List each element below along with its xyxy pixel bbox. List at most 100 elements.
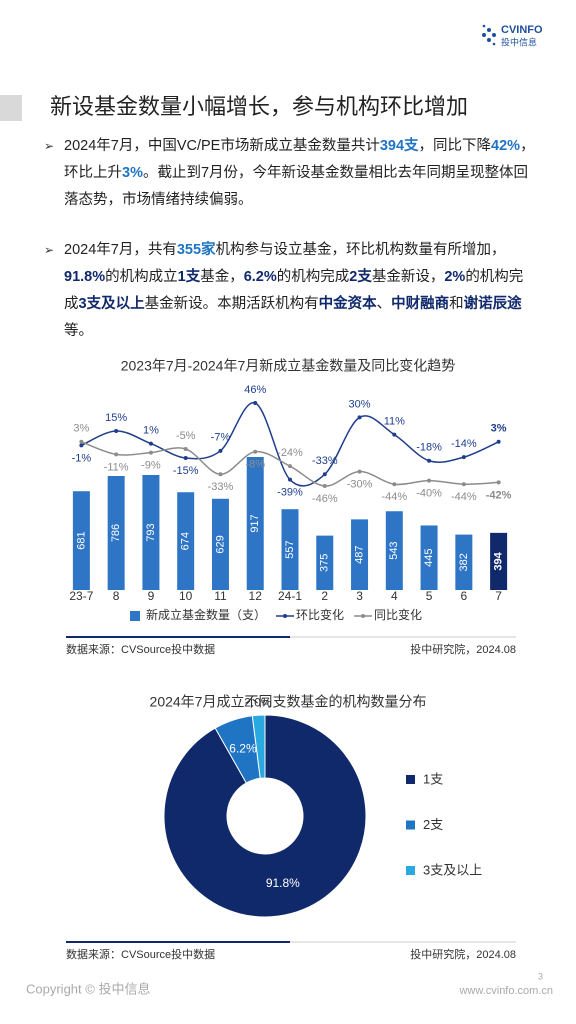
bar: [316, 535, 334, 590]
line-point: [357, 415, 362, 420]
text-segment: 的机构成立: [105, 269, 178, 285]
line-point: [357, 469, 362, 474]
x-tick-label: 11: [214, 589, 227, 603]
text-segment: 机构参与设立基金，环比机构数量有所增加，: [215, 242, 506, 258]
line-point: [322, 484, 327, 488]
legend-label: 3支及以上: [423, 862, 482, 877]
text-segment: 、: [376, 296, 392, 312]
line-point: [79, 443, 84, 448]
line-point: [183, 447, 188, 452]
text-segment: 2024年7月，中国VC/PE市场新成立基金数量共计: [64, 138, 380, 154]
line-point: [148, 441, 153, 446]
bullet-marker: ➢: [44, 243, 55, 257]
legend-swatch: [130, 611, 140, 621]
slice-label: 2.0%: [244, 695, 272, 709]
bar: [351, 519, 369, 590]
legend-swatch: [283, 614, 288, 618]
text-segment: 3支及以上: [78, 296, 145, 312]
bar: [385, 511, 403, 590]
line-label: -7%: [211, 432, 231, 444]
bar-label: 394: [493, 551, 505, 570]
legend-swatch: [406, 775, 415, 784]
line-label: -33%: [208, 481, 234, 493]
bar: [490, 532, 508, 590]
line-point: [79, 439, 84, 444]
line-label: -33%: [312, 455, 338, 467]
legend-label: 2支: [423, 817, 443, 832]
bar: [177, 492, 195, 590]
line-label: -8%: [245, 459, 265, 471]
legend-label: 1支: [423, 771, 443, 786]
text-segment: 和: [449, 296, 464, 312]
line-point: [218, 472, 223, 477]
x-tick-label: 24-1: [278, 589, 302, 603]
chart-title: 2023年7月-2024年7月新成立基金数量及同比变化趋势: [121, 358, 456, 374]
line-label: -15%: [173, 465, 199, 477]
text-segment: 2024年7月，共有: [64, 242, 177, 258]
text-segment: ，环比上升: [64, 138, 535, 181]
x-tick-label: 7: [495, 589, 502, 603]
x-tick-label: 3: [356, 589, 363, 603]
bar: [420, 525, 438, 590]
line-point: [148, 450, 153, 455]
bar-label: 786: [110, 524, 122, 542]
line-label: -14%: [451, 438, 477, 450]
x-tick-label: 9: [148, 589, 155, 603]
line-point: [183, 456, 188, 461]
legend-swatch: [361, 614, 366, 618]
line-point: [496, 439, 501, 444]
bullet: ➢ 2024年7月，中国VC/PE市场新成立基金数量共计394支，同比下降42%，…: [44, 133, 536, 214]
text-segment: 2支: [349, 269, 372, 285]
text-segment: 394支: [379, 138, 419, 154]
line-label: 3%: [73, 423, 89, 435]
line-point: [114, 428, 119, 433]
text-segment: 91.8%: [64, 269, 106, 285]
bar-label: 487: [353, 546, 365, 564]
line-point: [461, 482, 466, 487]
chart-title: 2024年7月成立不同支数基金的机构数量分布: [150, 694, 427, 710]
line-label: 15%: [105, 412, 127, 424]
line-point: [461, 455, 466, 460]
bar-label: 681: [75, 531, 87, 549]
bar: [142, 474, 160, 590]
credit: 投中研究院，2024.08: [410, 947, 516, 961]
bar: [211, 498, 229, 590]
legend-label: 同比变化: [374, 607, 422, 622]
line-label: -46%: [312, 493, 338, 505]
line-label: -9%: [141, 460, 161, 472]
x-tick-label: 2: [321, 589, 328, 603]
bar-label: 382: [458, 553, 470, 571]
donut-slice: [163, 714, 367, 918]
text-segment: 中财融商: [391, 296, 450, 312]
bullet-marker: ➢: [44, 139, 55, 153]
slice-label: 6.2%: [229, 742, 257, 756]
line-label: 46%: [244, 384, 266, 396]
x-tick-label: 23-7: [69, 589, 93, 603]
x-tick-label: 8: [113, 589, 120, 603]
page-number: 3: [538, 971, 543, 981]
x-tick-label: 4: [391, 589, 398, 603]
x-tick-label: 5: [426, 589, 433, 603]
logo-icon: [482, 24, 496, 46]
line-point: [427, 458, 432, 463]
legend-swatch: [406, 866, 415, 875]
bar-label: 793: [145, 523, 157, 541]
bar: [281, 509, 299, 590]
copyright: Copyright © 投中信息: [26, 981, 150, 996]
line-label: 1%: [143, 425, 159, 437]
line-label: -42%: [486, 489, 512, 501]
slice-label: 91.8%: [266, 876, 300, 890]
line-point: [114, 452, 119, 457]
source: 数据来源：CVSource投中数据: [66, 642, 215, 656]
line-point: [288, 464, 292, 469]
line-point: [322, 472, 327, 477]
line-label: -18%: [416, 442, 442, 454]
line-label: 3%: [491, 423, 507, 435]
line-point: [288, 477, 292, 482]
text-segment: 2%: [444, 269, 466, 285]
line-point: [427, 478, 432, 483]
line-point: [218, 448, 223, 453]
title-block: [0, 95, 22, 121]
